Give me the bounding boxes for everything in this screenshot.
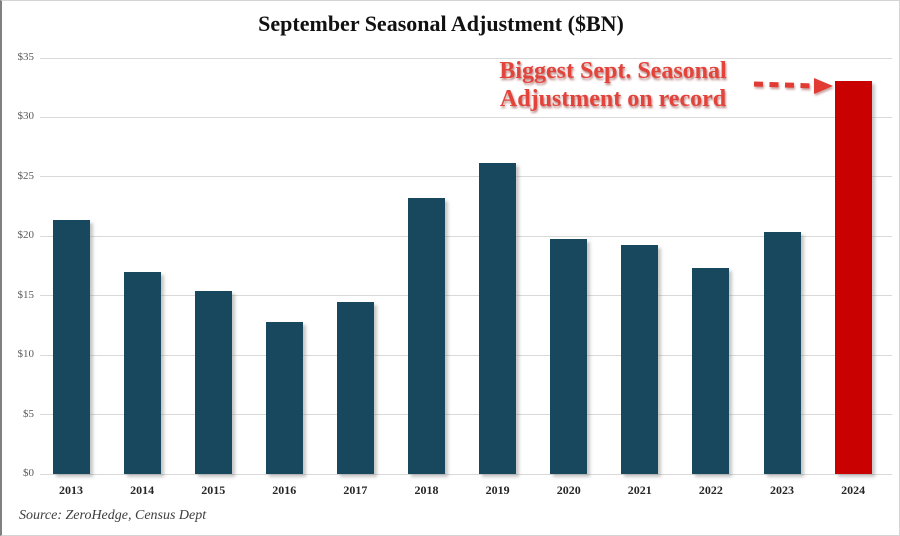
gridline-20 <box>40 235 892 237</box>
gridline-0 <box>40 473 892 475</box>
bar-2013 <box>52 219 90 474</box>
bar-2023 <box>763 231 801 474</box>
y-axis-label-30: $30 <box>17 110 35 123</box>
x-axis-label-2021: 2021 <box>627 483 652 497</box>
y-axis-label-10: $10 <box>17 348 35 361</box>
gridline-25 <box>40 176 892 178</box>
x-axis-label-2014: 2014 <box>130 483 155 497</box>
bar-2015 <box>194 290 232 474</box>
bar-2014 <box>123 271 161 474</box>
bar-2024 <box>834 80 872 474</box>
y-axis-label-0: $0 <box>23 467 34 479</box>
gridline-35 <box>40 57 892 59</box>
x-axis-label-2024: 2024 <box>841 483 866 497</box>
bar-2016 <box>265 321 303 474</box>
annotation-callout: Biggest Sept. Seasonal Adjustment on rec… <box>453 57 773 113</box>
chart-title: September Seasonal Adjustment ($BN) <box>258 11 624 36</box>
x-axis-label-2022: 2022 <box>698 483 723 497</box>
bar-2019 <box>479 162 517 474</box>
x-axis-label-2013: 2013 <box>59 483 83 497</box>
source-note: Source: ZeroHedge, Census Dept <box>19 508 207 523</box>
y-axis-label-5: $5 <box>23 407 34 420</box>
y-axis-label-15: $15 <box>17 288 35 301</box>
y-axis-label-25: $25 <box>17 169 35 182</box>
x-axis-label-2023: 2023 <box>770 483 794 497</box>
y-axis-label-35: $35 <box>17 51 35 63</box>
dashed-arrow-icon <box>753 78 833 94</box>
bar-2022 <box>692 268 730 474</box>
x-axis-label-2016: 2016 <box>272 483 297 497</box>
x-axis-label-2015: 2015 <box>201 483 226 497</box>
bar-2017 <box>336 301 374 474</box>
annotation-line-1: Biggest Sept. Seasonal <box>499 58 727 84</box>
x-axis-label-2017: 2017 <box>343 483 368 497</box>
x-axis-label-2018: 2018 <box>414 483 439 497</box>
gridline-30 <box>40 116 892 118</box>
bar-2018 <box>408 198 445 474</box>
x-axis-label-2019: 2019 <box>485 483 510 497</box>
gridline-5 <box>40 414 892 416</box>
bar-2021 <box>621 244 659 474</box>
annotation-line-2: Adjustment on record <box>499 86 727 112</box>
gridline-15 <box>40 295 892 297</box>
gridline-10 <box>40 354 892 356</box>
x-axis-label-2020: 2020 <box>556 483 581 497</box>
bar-2020 <box>550 238 588 474</box>
y-axis-label-20: $20 <box>17 229 35 242</box>
